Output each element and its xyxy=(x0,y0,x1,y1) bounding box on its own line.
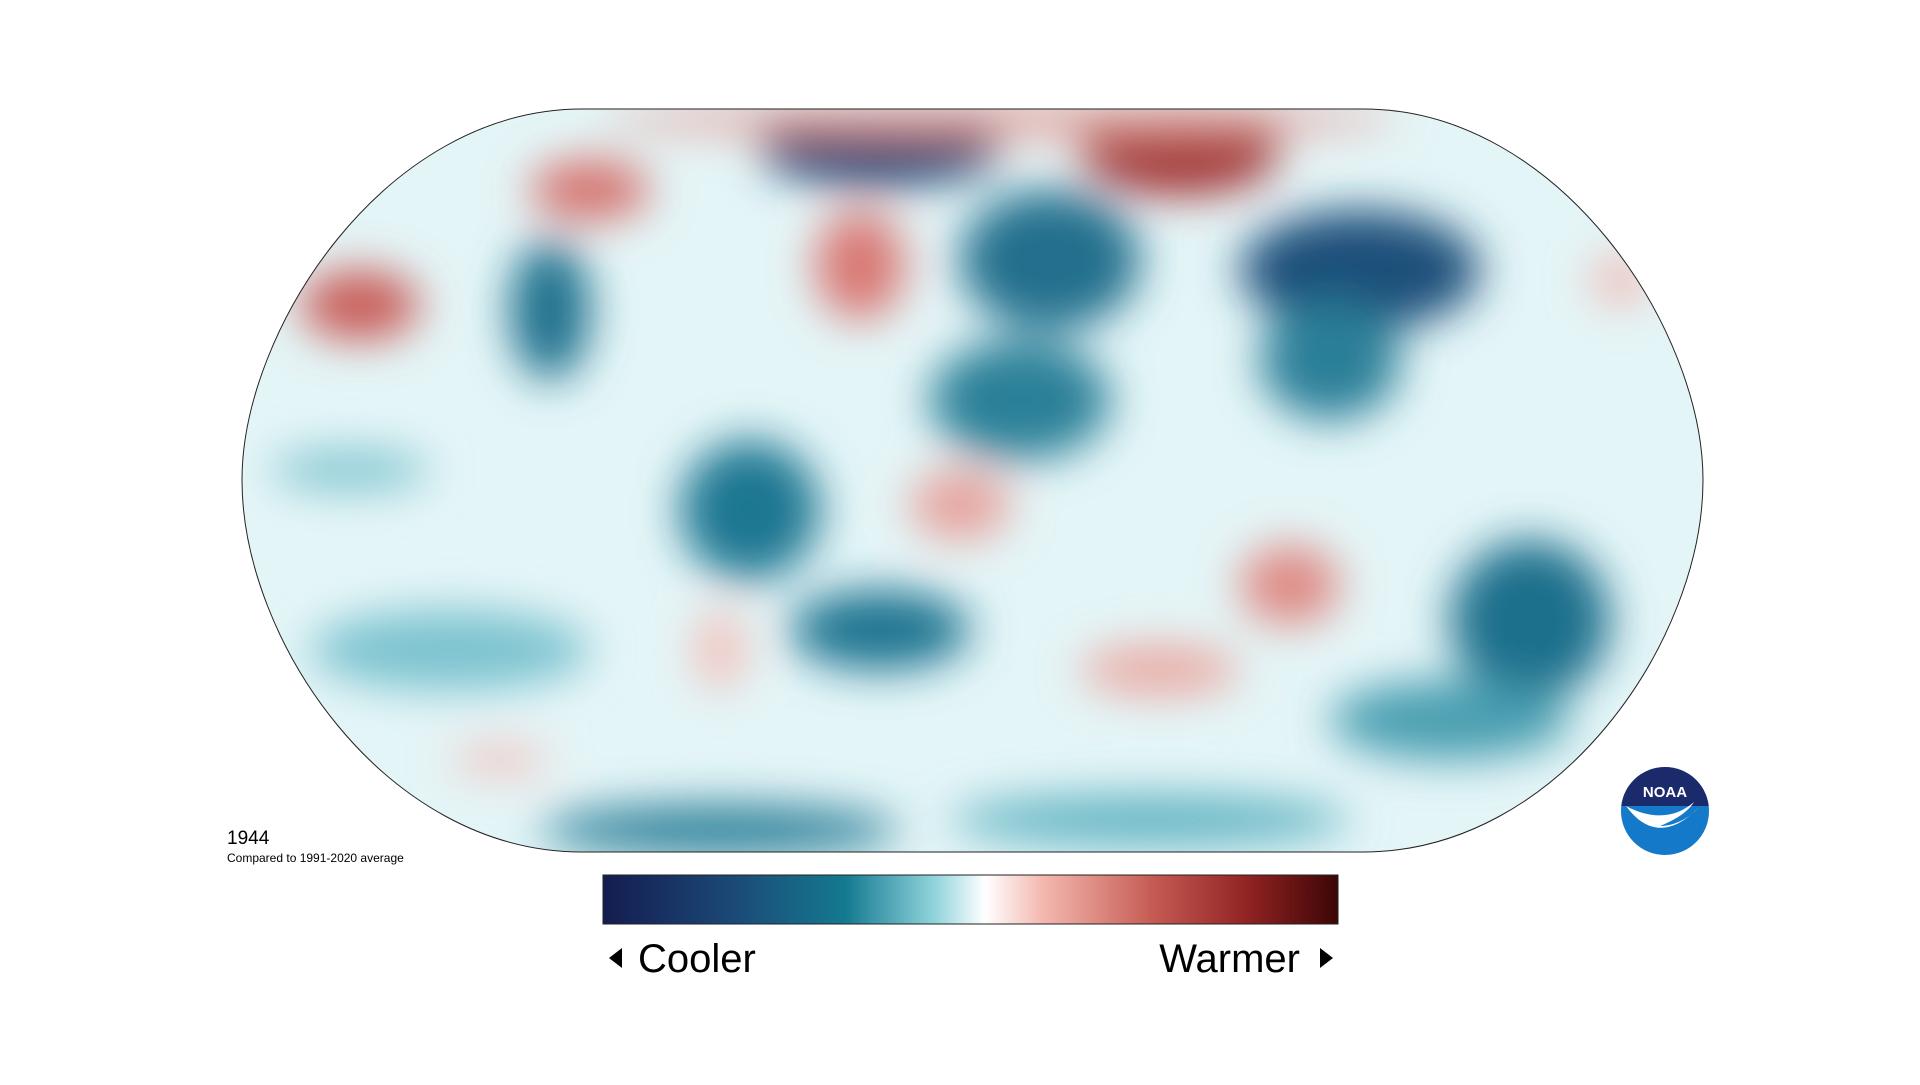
right-arrow xyxy=(1320,948,1333,968)
map-outline xyxy=(241,108,1704,853)
map-year: 1944 xyxy=(227,828,270,849)
anomaly-map xyxy=(242,109,1703,852)
left-arrow xyxy=(609,948,622,968)
noaa-logo: NOAA xyxy=(1621,767,1709,855)
logo-text: NOAA xyxy=(1643,784,1687,801)
colorbar xyxy=(602,874,1339,925)
legend-low: Cooler xyxy=(638,937,756,981)
map-subtitle: Compared to 1991-2020 average xyxy=(227,851,404,865)
legend-high: Warmer xyxy=(1159,937,1300,981)
